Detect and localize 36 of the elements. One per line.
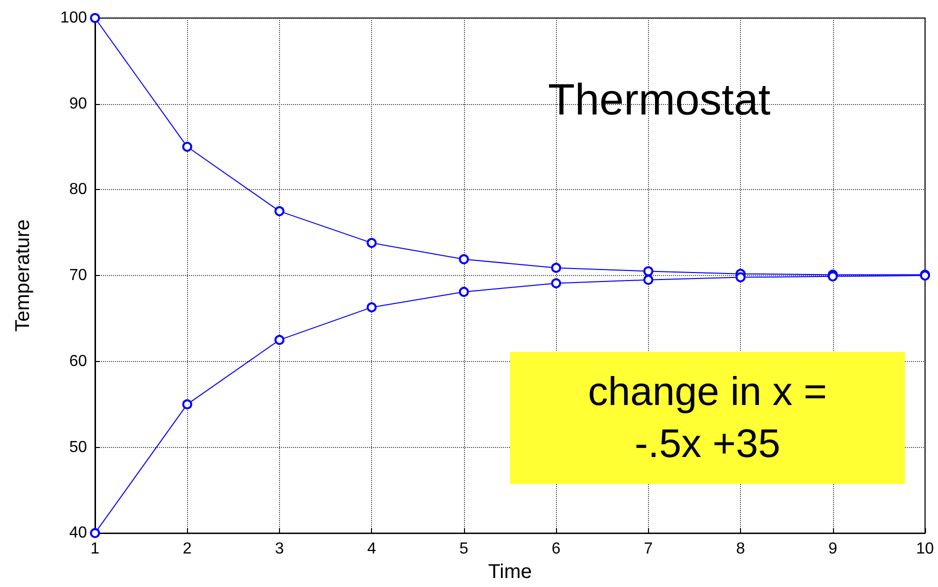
y-tick-label: 80 (69, 181, 88, 198)
point (90, 528, 100, 538)
annotation: Thermostat (548, 76, 771, 124)
y-axis-title: Temperature (12, 219, 34, 332)
x-tick-label: 9 (828, 540, 838, 558)
x-tick-label: 3 (274, 540, 284, 558)
x-tick-label: 7 (644, 540, 653, 558)
y-tick-label: 90 (69, 95, 88, 112)
x-tick-label: 4 (367, 540, 376, 558)
point (736, 272, 746, 282)
y-tick-label: 40 (69, 524, 88, 542)
x-tick-label: 5 (459, 540, 468, 558)
x-tick-label: 10 (916, 540, 934, 558)
x-axis-title: Time (488, 561, 532, 583)
y-tick-label: 100 (60, 10, 88, 26)
point (643, 266, 654, 276)
y-tick-label: 60 (69, 352, 88, 370)
point (274, 334, 284, 345)
point (182, 142, 192, 152)
point (643, 274, 654, 285)
point (458, 286, 469, 297)
x-tick-label: 8 (736, 540, 746, 558)
x-tick-label: 1 (90, 540, 100, 558)
point (366, 302, 377, 312)
y-tick-label: 50 (69, 438, 88, 456)
x-tick-label: 2 (182, 540, 192, 558)
point (551, 278, 562, 288)
x-tick-label: 6 (552, 540, 561, 558)
point (458, 254, 469, 264)
point (182, 399, 192, 410)
point (366, 238, 377, 248)
point (90, 13, 100, 23)
y-tick-label: 70 (69, 267, 88, 284)
note-box: change in x = -.5x +35 (510, 352, 905, 484)
point (274, 206, 284, 216)
point (551, 262, 562, 273)
